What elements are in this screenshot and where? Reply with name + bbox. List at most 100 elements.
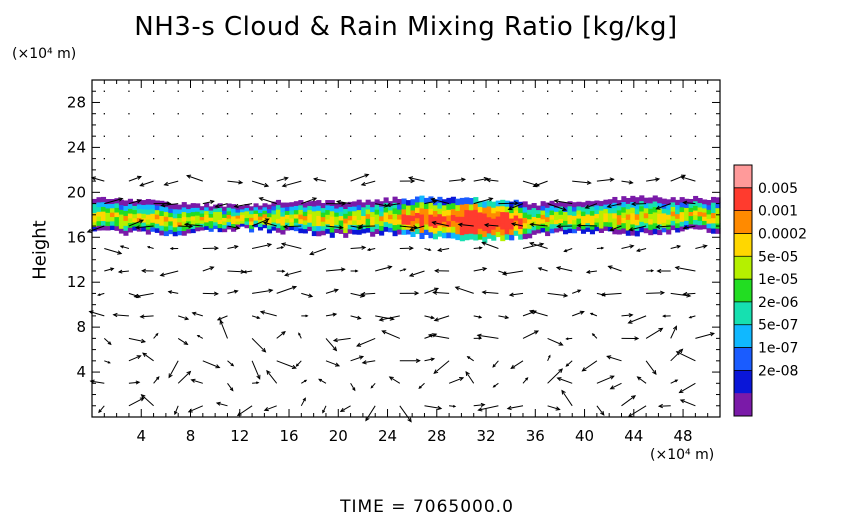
heatmap-cell	[181, 225, 187, 232]
wind-vector	[202, 360, 220, 369]
wind-vector	[482, 242, 499, 249]
heatmap-cell	[684, 211, 690, 217]
wind-vector	[656, 225, 671, 228]
heatmap-cell	[217, 227, 223, 233]
wind-vector-head	[709, 332, 715, 337]
wind-vector-head	[358, 224, 364, 229]
wind-vector-head	[600, 246, 605, 250]
heatmap-cell	[652, 195, 658, 202]
heatmap-cell	[195, 218, 201, 224]
heatmap-cell	[105, 216, 111, 222]
wind-vector	[621, 395, 636, 407]
wind-vector	[522, 90, 524, 92]
heatmap-cell	[298, 209, 304, 215]
heatmap-cell	[123, 215, 129, 221]
wind-vector	[301, 292, 313, 297]
colorbar-swatch	[734, 233, 752, 257]
heatmap-cell	[531, 229, 537, 235]
wind-vector-head	[662, 314, 666, 318]
wind-vector-head	[264, 218, 270, 223]
heatmap-cell	[616, 229, 622, 235]
heatmap-cell	[527, 204, 533, 210]
heatmap-cell	[419, 220, 425, 227]
wind-vector-head	[381, 330, 387, 335]
heatmap-cell	[621, 217, 627, 224]
heatmap-cell	[688, 223, 694, 229]
wind-vector	[191, 379, 203, 384]
heatmap-cell	[262, 210, 268, 215]
heatmap-cell	[432, 227, 438, 234]
heatmap-cell	[329, 205, 335, 212]
heatmap-cell	[397, 228, 403, 235]
wind-vector-head	[370, 385, 374, 389]
wind-vector	[448, 158, 450, 160]
wind-vector-head	[558, 368, 564, 374]
heatmap-cell	[473, 233, 479, 241]
heatmap-cell	[446, 220, 452, 227]
wind-vector	[283, 225, 302, 228]
wind-vector-head	[281, 183, 287, 188]
heatmap-cell	[397, 204, 403, 210]
heatmap-cell	[253, 206, 259, 211]
wind-vector	[153, 135, 155, 137]
heatmap-cell	[109, 212, 116, 218]
heatmap-cell	[298, 227, 304, 234]
heatmap-cell	[190, 224, 196, 229]
heatmap-cell	[401, 218, 407, 225]
wind-vector	[571, 158, 573, 160]
heatmap-cell	[118, 199, 124, 206]
heatmap-cell	[226, 221, 232, 226]
heatmap-cell	[208, 227, 214, 232]
wind-vector-head	[408, 227, 414, 232]
heatmap-cell	[222, 206, 228, 211]
heatmap-cell	[522, 206, 528, 213]
heatmap-cell	[190, 211, 196, 217]
heatmap-cell	[675, 199, 681, 206]
heatmap-cell	[249, 228, 255, 233]
wind-vector	[251, 158, 253, 160]
heatmap-cell	[536, 217, 542, 222]
wind-vector-head	[196, 334, 200, 338]
heatmap-cell	[531, 203, 537, 209]
wind-vector	[98, 405, 105, 413]
heatmap-cell	[428, 196, 434, 203]
wind-vector	[629, 225, 647, 231]
heatmap-cell	[235, 220, 241, 225]
wind-vector	[325, 135, 327, 137]
wind-vector-head	[213, 291, 219, 296]
heatmap-cell	[693, 210, 699, 216]
wind-vector	[432, 221, 450, 227]
heatmap-cell	[630, 195, 636, 203]
heatmap-cell	[670, 206, 676, 212]
heatmap-cell	[374, 218, 380, 225]
heatmap-cell	[204, 221, 210, 227]
heatmap-cell	[132, 209, 138, 215]
heatmap-cell	[693, 224, 699, 230]
heatmap-cell	[666, 204, 672, 210]
heatmap-cell	[123, 230, 129, 236]
heatmap-cell	[518, 217, 524, 224]
wind-vector	[478, 405, 499, 411]
wind-vector-head	[160, 202, 166, 208]
wind-vector-head	[507, 206, 513, 211]
heatmap-cell	[370, 226, 376, 232]
wind-vector-head	[650, 269, 655, 273]
wind-vector-head	[558, 341, 564, 346]
heatmap-cell	[531, 207, 537, 213]
heatmap-cell	[527, 218, 533, 225]
wind-vector-head	[215, 364, 221, 369]
heatmap-cell	[697, 220, 703, 226]
heatmap-cell	[675, 227, 681, 233]
wind-vector-head	[600, 410, 605, 416]
heatmap-cell	[423, 213, 430, 220]
x-tick-label: 28	[427, 427, 446, 445]
heatmap-cell	[356, 229, 362, 235]
heatmap-cell	[643, 207, 649, 214]
wind-vector-head	[563, 293, 569, 298]
wind-vector	[177, 113, 179, 115]
heatmap-cell	[240, 205, 246, 210]
heatmap-cell	[100, 201, 107, 207]
heatmap-cell	[365, 199, 371, 205]
wind-vector-head	[452, 404, 457, 408]
wind-vector-head	[339, 407, 345, 412]
